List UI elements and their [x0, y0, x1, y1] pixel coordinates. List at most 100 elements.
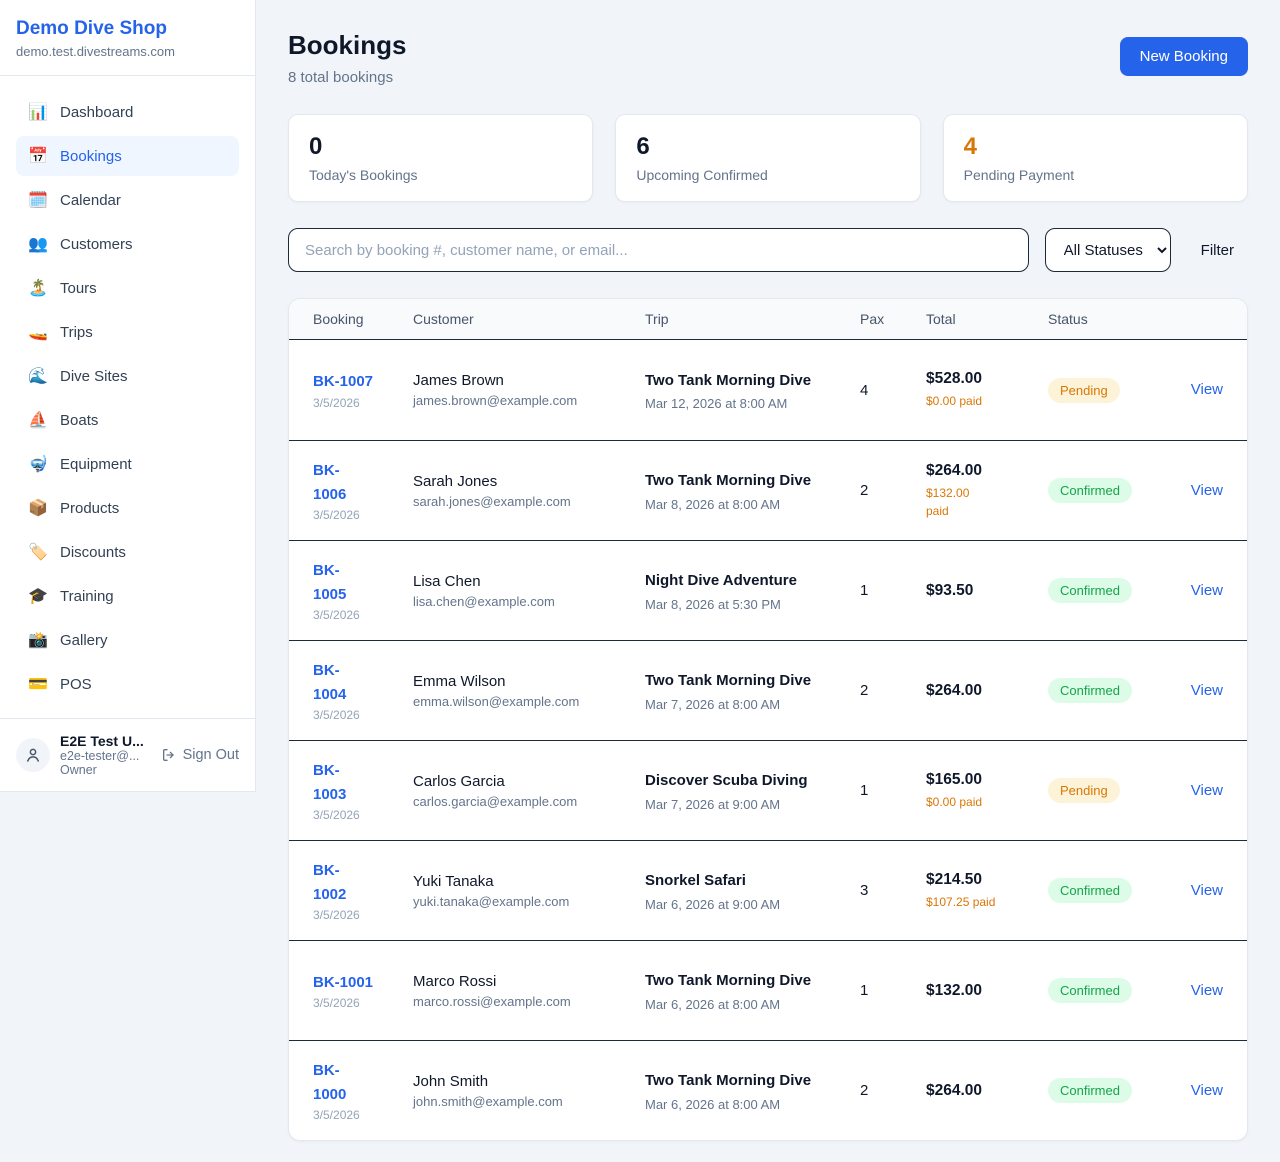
boats-icon: ⛵ — [28, 412, 48, 429]
sidebar-item-calendar[interactable]: 🗓️ Calendar — [16, 180, 239, 220]
filter-button[interactable]: Filter — [1187, 234, 1248, 267]
sidebar-item-label: Gallery — [60, 631, 108, 649]
trip-name: Discover Scuba Diving — [645, 772, 808, 790]
page-header-text: Bookings 8 total bookings — [288, 30, 406, 86]
total-cell: $165.00 $0.00 paid — [926, 771, 1048, 811]
sign-out-label: Sign Out — [182, 747, 239, 763]
booking-cell: BK- 1004 3/5/2026 — [313, 659, 413, 722]
status-badge: Confirmed — [1048, 1078, 1132, 1103]
booking-date: 3/5/2026 — [313, 807, 360, 822]
view-link[interactable]: View — [1190, 881, 1223, 899]
action-cell: View — [1170, 1082, 1223, 1100]
booking-id-link[interactable]: BK- 1003 — [313, 762, 347, 803]
booking-id-link[interactable]: BK-1007 — [313, 373, 374, 391]
status-badge: Confirmed — [1048, 878, 1132, 903]
trips-icon: 🚤 — [28, 324, 48, 341]
view-link[interactable]: View — [1190, 1081, 1223, 1099]
customer-cell: John Smith john.smith@example.com — [413, 1073, 645, 1109]
status-cell: Confirmed — [1048, 1078, 1170, 1103]
booking-date: 3/5/2026 — [313, 507, 360, 522]
sidebar-item-tours[interactable]: 🏝️ Tours — [16, 268, 239, 308]
sidebar: Demo Dive Shop demo.test.divestreams.com… — [0, 0, 256, 792]
stat-value: 6 — [636, 133, 650, 160]
table-row: BK- 1002 3/5/2026 Yuki Tanaka yuki.tanaka@e… — [289, 840, 1247, 940]
sidebar-item-customers[interactable]: 👥 Customers — [16, 224, 239, 264]
sidebar-item-equipment[interactable]: 🤿 Equipment — [16, 444, 239, 484]
status-badge: Confirmed — [1048, 578, 1132, 603]
shop-name-link[interactable]: Demo Dive Shop — [16, 18, 167, 39]
status-badge: Pending — [1048, 377, 1120, 403]
status-cell: Confirmed — [1048, 978, 1170, 1003]
view-link[interactable]: View — [1190, 681, 1223, 699]
customer-name: James Brown — [413, 372, 504, 389]
view-link[interactable]: View — [1190, 781, 1223, 799]
action-cell: View — [1170, 482, 1223, 500]
sidebar-item-boats[interactable]: ⛵ Boats — [16, 400, 239, 440]
stat-card-pending-payment: 4 Pending Payment — [942, 114, 1248, 202]
sign-out-button[interactable]: Sign Out — [161, 747, 239, 763]
sidebar-item-bookings[interactable]: 📅 Bookings — [16, 136, 239, 176]
booking-cell: BK- 1003 3/5/2026 — [313, 759, 413, 822]
status-cell: Confirmed — [1048, 678, 1170, 703]
status-filter-select[interactable]: All Statuses — [1044, 228, 1171, 272]
stat-label: Upcoming Confirmed — [636, 167, 768, 183]
sidebar-item-gallery[interactable]: 📸 Gallery — [16, 620, 239, 660]
booking-id-link[interactable]: BK- 1006 — [313, 462, 347, 503]
booking-id-link[interactable]: BK- 1002 — [313, 862, 347, 903]
view-link[interactable]: View — [1190, 981, 1223, 999]
table-header-row: Booking Customer Trip Pax Total Status — [289, 299, 1247, 340]
sidebar-item-label: Training — [60, 587, 114, 605]
total-amount: $132.00 — [926, 981, 983, 999]
status-badge: Confirmed — [1048, 478, 1132, 503]
sidebar-item-trips[interactable]: 🚤 Trips — [16, 312, 239, 352]
customer-email: john.smith@example.com — [413, 1093, 563, 1109]
sidebar-item-products[interactable]: 📦 Products — [16, 488, 239, 528]
customer-email: yuki.tanaka@example.com — [413, 893, 570, 909]
booking-date: 3/5/2026 — [313, 395, 360, 410]
search-input[interactable] — [288, 228, 1029, 272]
column-header-status: Status — [1048, 311, 1088, 327]
dashboard-icon: 📊 — [28, 104, 48, 121]
view-link[interactable]: View — [1190, 481, 1223, 499]
sidebar-item-label: Calendar — [60, 191, 121, 209]
equipment-icon: 🤿 — [28, 456, 48, 473]
action-cell: View — [1170, 782, 1223, 800]
view-link[interactable]: View — [1190, 381, 1223, 398]
customer-email: sarah.jones@example.com — [413, 493, 571, 509]
paid-amount: $0.00 paid — [926, 794, 983, 809]
calendar-icon: 🗓️ — [28, 192, 48, 209]
sidebar-item-label: Bookings — [60, 147, 122, 165]
pax-count: 4 — [860, 381, 869, 399]
discounts-icon: 🏷️ — [28, 544, 48, 561]
booking-id-link[interactable]: BK- 1004 — [313, 662, 347, 703]
customer-cell: Lisa Chen lisa.chen@example.com — [413, 573, 645, 609]
sidebar-item-dive-sites[interactable]: 🌊 Dive Sites — [16, 356, 239, 396]
trip-datetime: Mar 6, 2026 at 9:00 AM — [645, 896, 781, 912]
sidebar-item-pos[interactable]: 💳 POS — [16, 664, 239, 704]
total-amount: $264.00 — [926, 681, 983, 699]
sidebar-item-label: Customers — [60, 235, 133, 253]
trip-name: Two Tank Morning Dive — [645, 371, 812, 389]
total-amount: $528.00 — [926, 370, 983, 387]
new-booking-button[interactable]: New Booking — [1119, 37, 1248, 76]
booking-id-link[interactable]: BK-1001 — [313, 973, 374, 991]
booking-id-link[interactable]: BK- 1000 — [313, 1062, 347, 1103]
trip-cell: Two Tank Morning Dive Mar 12, 2026 at 8:0… — [645, 369, 860, 411]
customer-email: carlos.garcia@example.com — [413, 793, 578, 809]
booking-cell: BK- 1002 3/5/2026 — [313, 859, 413, 922]
status-badge: Confirmed — [1048, 978, 1132, 1003]
sidebar-item-discounts[interactable]: 🏷️ Discounts — [16, 532, 239, 572]
booking-id-link[interactable]: BK- 1005 — [313, 562, 347, 603]
user-email: e2e-tester@... — [60, 749, 140, 763]
customer-cell: Yuki Tanaka yuki.tanaka@example.com — [413, 873, 645, 909]
bookings-table: Booking Customer Trip Pax Total Status BK-100… — [288, 298, 1248, 1141]
trip-datetime: Mar 8, 2026 at 8:00 AM — [645, 496, 781, 512]
customer-cell: Emma Wilson emma.wilson@example.com — [413, 673, 645, 709]
gallery-icon: 📸 — [28, 632, 48, 649]
status-cell: Confirmed — [1048, 478, 1170, 503]
sidebar-item-dashboard[interactable]: 📊 Dashboard — [16, 92, 239, 132]
pax-count: 1 — [860, 582, 869, 599]
booking-cell: BK-1007 3/5/2026 — [313, 370, 413, 409]
view-link[interactable]: View — [1190, 581, 1223, 599]
sidebar-item-training[interactable]: 🎓 Training — [16, 576, 239, 616]
